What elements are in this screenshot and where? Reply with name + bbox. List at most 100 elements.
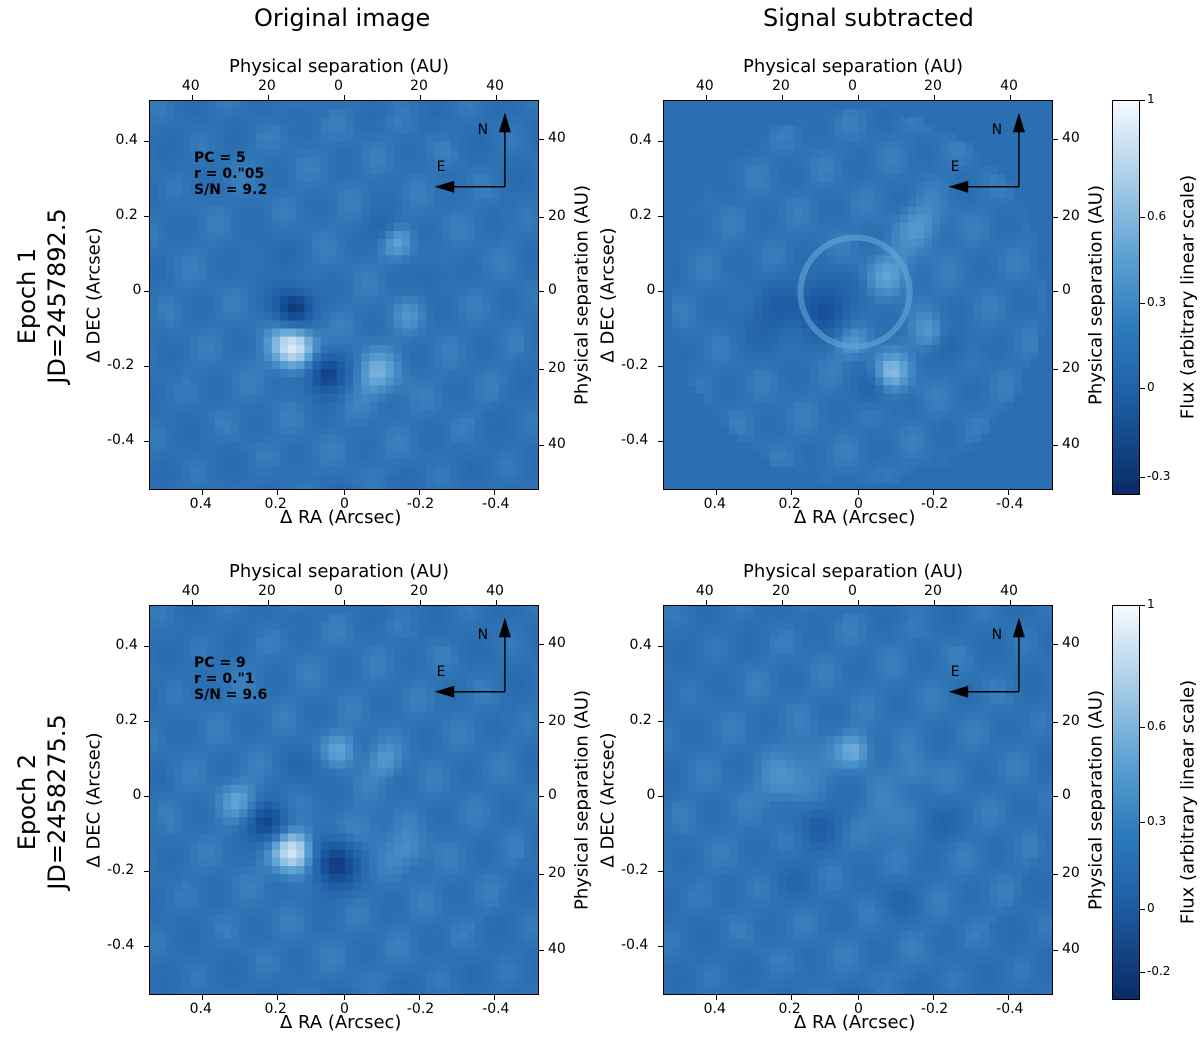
- image-pixel: [883, 222, 892, 232]
- image-pixel: [336, 328, 346, 337]
- image-pixel: [523, 474, 533, 484]
- image-pixel: [483, 393, 492, 402]
- image-pixel: [190, 401, 200, 411]
- image-pixel: [818, 385, 827, 394]
- image-pixel: [442, 482, 451, 489]
- image-pixel: [458, 117, 468, 126]
- image-pixel: [206, 752, 216, 761]
- left-axis-label: Δ DEC (Arcsec): [597, 227, 619, 363]
- image-pixel: [418, 182, 427, 191]
- image-pixel: [859, 157, 868, 167]
- image-pixel: [150, 736, 159, 745]
- image-pixel: [247, 695, 256, 704]
- image-pixel: [206, 857, 216, 867]
- image-pixel: [466, 458, 476, 467]
- image-pixel: [158, 271, 167, 281]
- image-pixel: [174, 719, 183, 729]
- image-pixel: [777, 255, 787, 264]
- image-pixel: [263, 174, 273, 183]
- image-pixel: [231, 434, 240, 443]
- image-pixel: [247, 255, 256, 264]
- image-pixel: [377, 182, 386, 191]
- image-pixel: [850, 377, 860, 386]
- image-pixel: [296, 671, 305, 680]
- image-pixel: [353, 239, 362, 248]
- image-pixel: [818, 239, 827, 248]
- image-pixel: [223, 922, 232, 932]
- image-pixel: [255, 955, 265, 964]
- image-pixel: [280, 141, 289, 151]
- image-pixel: [296, 336, 305, 346]
- image-pixel: [1029, 279, 1039, 289]
- image-pixel: [785, 344, 795, 354]
- image-pixel: [369, 263, 378, 272]
- image-pixel: [442, 426, 451, 435]
- image-pixel: [190, 409, 200, 419]
- image-pixel: [369, 141, 378, 151]
- image-pixel: [507, 174, 516, 183]
- image-pixel: [158, 157, 167, 167]
- image-pixel: [401, 458, 411, 467]
- image-pixel: [466, 125, 476, 134]
- image-pixel: [434, 458, 443, 467]
- image-pixel: [353, 385, 362, 394]
- image-pixel: [190, 466, 200, 476]
- image-pixel: [198, 703, 208, 712]
- image-pixel: [834, 328, 844, 337]
- image-pixel: [956, 328, 965, 337]
- image-pixel: [361, 417, 370, 427]
- image-pixel: [753, 417, 762, 427]
- image-pixel: [712, 369, 722, 378]
- image-pixel: [483, 344, 492, 354]
- image-pixel: [458, 336, 468, 346]
- image-pixel: [158, 247, 167, 256]
- right-axis-label: Physical separation (AU): [571, 184, 593, 406]
- image-pixel: [158, 304, 167, 313]
- image-pixel: [924, 214, 933, 224]
- image-pixel: [491, 222, 500, 232]
- image-pixel: [312, 231, 321, 240]
- image-pixel: [377, 133, 386, 142]
- image-pixel: [842, 304, 852, 313]
- image-pixel: [393, 133, 403, 142]
- image-pixel: [891, 401, 900, 411]
- image-pixel: [223, 312, 232, 321]
- image-pixel: [231, 166, 240, 175]
- image-pixel: [215, 638, 224, 647]
- image-pixel: [785, 369, 795, 378]
- image-pixel: [206, 955, 216, 964]
- image-pixel: [263, 866, 273, 875]
- image-pixel: [247, 955, 256, 964]
- image-pixel: [704, 401, 714, 411]
- image-pixel: [712, 336, 722, 346]
- image-pixel: [883, 320, 892, 329]
- image-pixel: [231, 736, 240, 745]
- image-pixel: [672, 255, 681, 264]
- image-pixel: [826, 109, 835, 118]
- image-pixel: [182, 214, 191, 224]
- image-pixel: [271, 214, 281, 224]
- image-pixel: [769, 166, 779, 175]
- image-pixel: [385, 296, 395, 305]
- image-pixel: [899, 157, 909, 167]
- image-pixel: [924, 393, 933, 402]
- image-pixel: [850, 133, 860, 142]
- image-pixel: [215, 377, 224, 386]
- image-pixel: [859, 426, 868, 435]
- image-pixel: [336, 101, 346, 110]
- image-pixel: [997, 206, 1006, 216]
- image-pixel: [777, 174, 787, 183]
- image-pixel: [280, 638, 289, 647]
- image-pixel: [491, 279, 500, 289]
- image-pixel: [680, 296, 689, 305]
- image-pixel: [231, 255, 240, 264]
- image-pixel: [802, 336, 811, 346]
- image-pixel: [255, 426, 265, 435]
- image-pixel: [458, 466, 468, 476]
- image-pixel: [745, 206, 754, 216]
- image-pixel: [158, 947, 167, 956]
- image-pixel: [410, 352, 419, 362]
- image-pixel: [215, 198, 224, 207]
- image-pixel: [1021, 279, 1030, 289]
- image-pixel: [206, 874, 216, 883]
